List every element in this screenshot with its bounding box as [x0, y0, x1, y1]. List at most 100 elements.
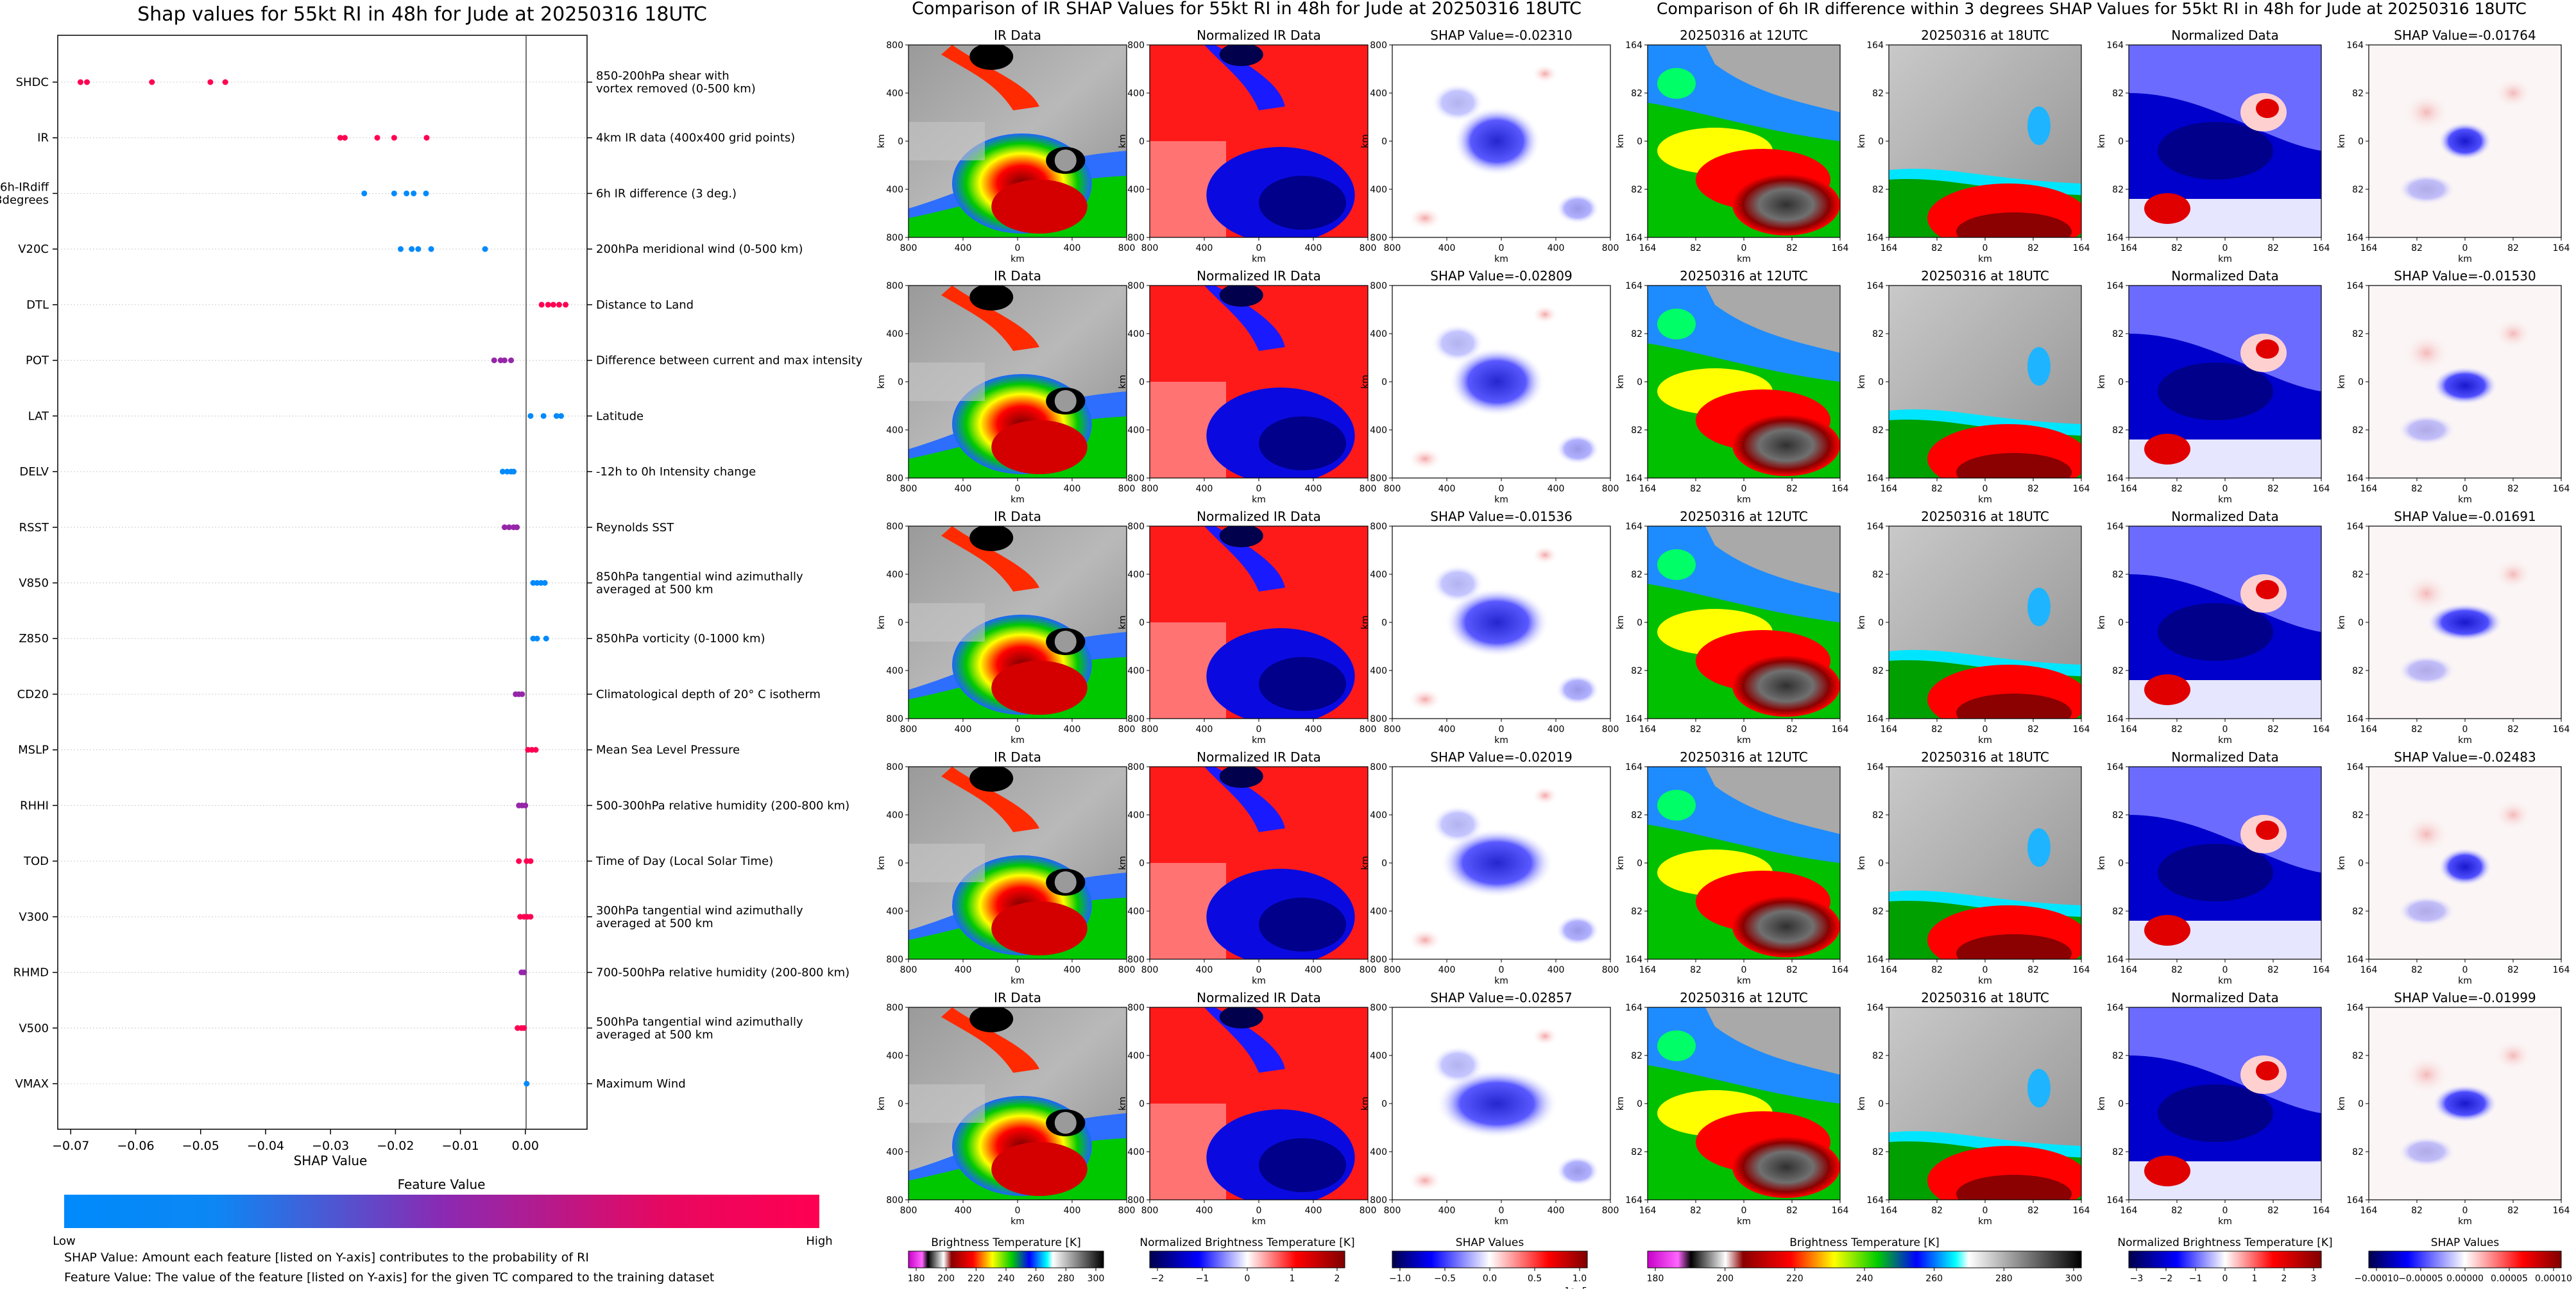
- shap-point: [77, 79, 83, 85]
- tick-label: 0: [1499, 484, 1505, 494]
- tick-label: 800: [1118, 484, 1136, 494]
- feature-description: 4km IR data (400x400 grid points): [596, 132, 795, 145]
- axis-label: km: [1011, 495, 1025, 505]
- tick-label: 0: [1741, 965, 1747, 975]
- tick-label: 400: [1064, 965, 1081, 975]
- colorbar-label: Normalized Brightness Temperature [K]: [1139, 1236, 1354, 1249]
- feature-colorbar-title: Feature Value: [398, 1177, 486, 1192]
- tick-label: 0: [1015, 724, 1021, 735]
- shap-point: [361, 190, 368, 196]
- tick-label: 82: [1631, 1051, 1642, 1061]
- axis-label: km: [876, 856, 887, 870]
- feature-description: 500-300hPa relative humidity (200-800 km…: [596, 799, 849, 812]
- subplot-title: 20250316 at 12UTC: [1680, 509, 1808, 524]
- tick-label: 164: [1625, 281, 1642, 291]
- axis-label: km: [1252, 1216, 1266, 1227]
- tick-label: 82: [2352, 907, 2364, 917]
- axis-label: km: [1494, 495, 1508, 505]
- tick-label: 164: [2553, 243, 2570, 253]
- shap-point: [519, 691, 525, 697]
- tick-label: 82: [1872, 1051, 1884, 1061]
- shap-point: [558, 413, 565, 419]
- axis-label: km: [2218, 495, 2232, 505]
- axis-label: km: [876, 375, 887, 389]
- tick-label: 82: [2112, 1051, 2124, 1061]
- subplot-title: Normalized IR Data: [1197, 990, 1321, 1005]
- tick-label: 400: [1196, 484, 1213, 494]
- axis-label: km: [1118, 1097, 1128, 1111]
- ir-comparison-panel: Comparison of IR SHAP Values for 55kt RI…: [876, 0, 1619, 1289]
- tick-label: 400: [955, 484, 972, 494]
- tick-label: 82: [2112, 185, 2124, 195]
- shap-point: [556, 302, 562, 308]
- subplot-title: IR Data: [994, 28, 1041, 43]
- colorbar-label: Brightness Temperature [K]: [931, 1236, 1080, 1249]
- tick-label: −0.5: [1434, 1274, 1456, 1284]
- tick-label: 800: [1360, 1206, 1377, 1216]
- tick-label: 164: [1866, 1003, 1884, 1013]
- axis-label: km: [2337, 134, 2347, 148]
- tick-label: 400: [1305, 1206, 1322, 1216]
- tick-label: 164: [1639, 965, 1657, 975]
- tick-label: 82: [2171, 965, 2183, 975]
- tick-label: 800: [1127, 1195, 1145, 1206]
- tick-label: 0: [1878, 858, 1884, 869]
- tick-label: 400: [1370, 1147, 1387, 1157]
- tick-label: 164: [2346, 233, 2364, 243]
- tick-label: 800: [1602, 1206, 1619, 1216]
- shap-point: [423, 190, 429, 196]
- tick-label: 82: [2507, 965, 2519, 975]
- image: [1889, 1007, 2081, 1200]
- image: [2369, 286, 2561, 478]
- tick-label: 400: [1127, 1147, 1145, 1157]
- tick-label: 0: [1741, 724, 1747, 735]
- tick-label: 164: [1639, 1206, 1657, 1216]
- axis-label: km: [1360, 1097, 1370, 1111]
- tick-label: 800: [1141, 724, 1159, 735]
- tick-label: 800: [1127, 40, 1145, 51]
- tick-label: 800: [900, 484, 917, 494]
- tick-label: 0: [1878, 1099, 1884, 1109]
- shap-point: [491, 357, 497, 364]
- tick-label: 2: [1335, 1274, 1340, 1284]
- tick-label: 164: [2313, 1206, 2330, 1216]
- tick-label: 800: [1360, 724, 1377, 735]
- tick-label: 280: [1057, 1274, 1075, 1284]
- tick-label: −0.00010: [2354, 1274, 2399, 1284]
- tick-label: 164: [1625, 233, 1642, 243]
- image: [2369, 526, 2561, 719]
- tick-label: 82: [1931, 1206, 1943, 1216]
- image: [2129, 45, 2321, 237]
- tick-label: 0.0: [1483, 1274, 1497, 1284]
- shap-point: [404, 190, 410, 196]
- image: [908, 767, 1127, 959]
- shap-point: [423, 135, 430, 141]
- shap-point: [397, 246, 404, 252]
- tick-label: 82: [2411, 243, 2423, 253]
- tick-label: 800: [886, 474, 903, 484]
- image: [908, 45, 1127, 237]
- tick-label: 800: [1370, 762, 1387, 773]
- tick-label: 200: [1716, 1274, 1734, 1284]
- subplot-title: SHAP Value=-0.02310: [1430, 28, 1572, 43]
- tick-label: 800: [1127, 955, 1145, 965]
- tick-label: 0: [1015, 484, 1021, 494]
- subplot-title: 20250316 at 12UTC: [1680, 990, 1808, 1005]
- tick-label: 800: [1127, 1003, 1145, 1013]
- image: [908, 1007, 1127, 1200]
- axis-label: km: [1360, 856, 1370, 870]
- shap-point: [84, 79, 90, 85]
- axis-label: km: [1252, 254, 1266, 264]
- image: [1648, 286, 1840, 478]
- axis-label: km: [1011, 1216, 1025, 1227]
- subplot-title: SHAP Value=-0.01764: [2394, 28, 2536, 43]
- axis-label: km: [1978, 976, 1992, 986]
- feature-description: Maximum Wind: [596, 1077, 686, 1091]
- tick-label: 400: [1370, 185, 1387, 195]
- tick-label: 0: [1139, 1099, 1145, 1109]
- image: [1150, 45, 1368, 237]
- axis-label: km: [2097, 615, 2107, 629]
- tick-label: 82: [1631, 425, 1642, 436]
- tick-label: 800: [886, 281, 903, 291]
- image: [2129, 286, 2321, 478]
